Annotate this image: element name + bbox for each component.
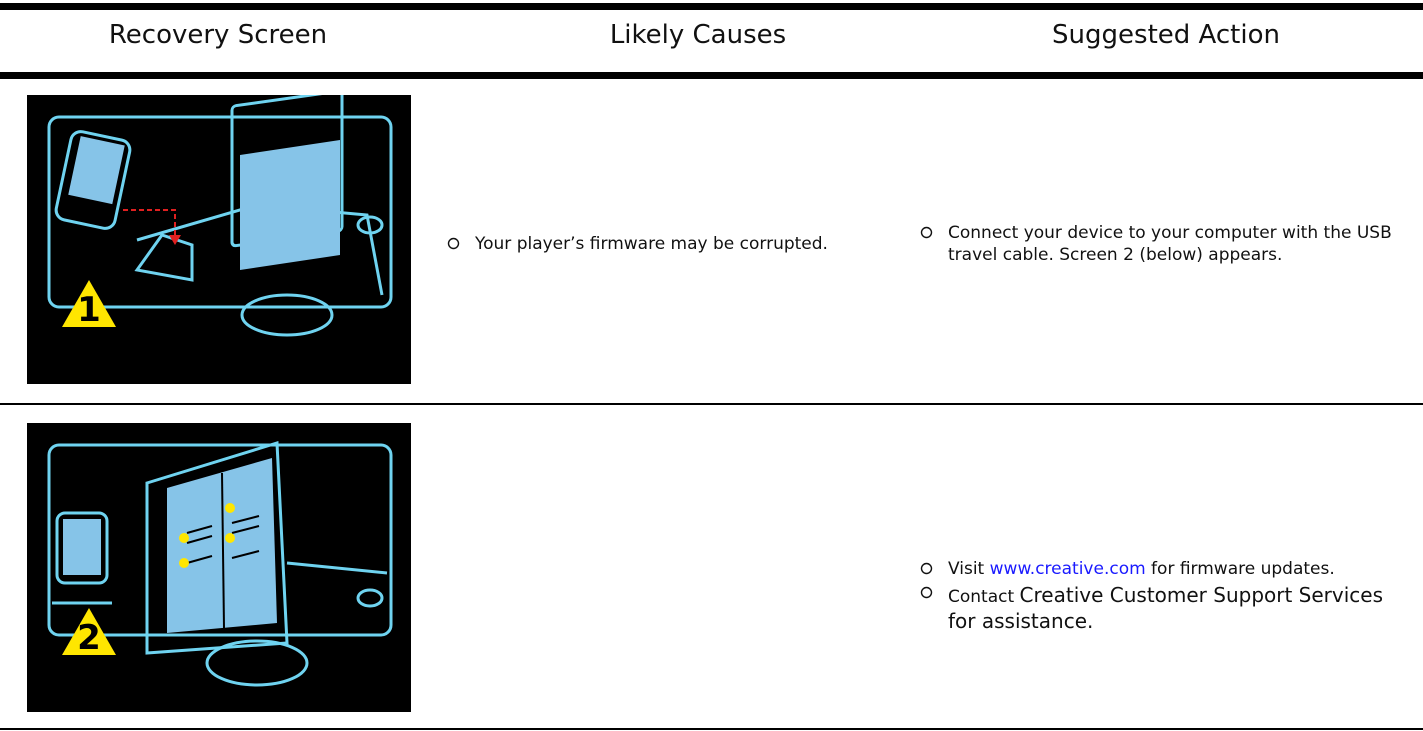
- action-text: Creative Customer Support Services for a…: [948, 583, 1384, 633]
- bullet: [920, 586, 933, 599]
- header-cell: Likely Causes: [609, 20, 787, 50]
- action-item: Connect your device to your computer wit…: [920, 222, 1400, 266]
- action-text: Connect your device to your computer wit…: [948, 223, 1392, 265]
- recovery-screen-image: 1: [27, 95, 411, 384]
- action-text: Contact: [948, 587, 1020, 607]
- top-rule: [0, 3, 1423, 10]
- header-cell: Suggested Action: [1052, 20, 1280, 50]
- bullet: [447, 237, 460, 250]
- bullet: [920, 226, 933, 239]
- screen-badge: 1: [77, 290, 101, 330]
- cause-text: Your player’s firmware may be corrupted.: [475, 234, 828, 254]
- bottom-rule: [0, 728, 1423, 730]
- link[interactable]: www.creative.com: [989, 559, 1146, 579]
- header-cell: Recovery Screen: [108, 20, 328, 50]
- bullet: [920, 562, 933, 575]
- actions-cell: Visit www.creative.com for firmware upda…: [920, 558, 1400, 636]
- recovery-screen-image: 2: [27, 423, 411, 712]
- screen-badge: 2: [77, 618, 101, 658]
- header-rule: [0, 72, 1423, 79]
- action-item: Visit www.creative.com for firmware upda…: [920, 558, 1400, 580]
- action-text: Visit: [948, 559, 990, 579]
- actions-cell: Connect your device to your computer wit…: [920, 222, 1400, 268]
- cause-item: Your player’s firmware may be corrupted.: [447, 233, 877, 255]
- causes-cell: Your player’s firmware may be corrupted.: [447, 233, 877, 257]
- action-text: for firmware updates.: [1145, 559, 1335, 579]
- action-item: Contact Creative Customer Support Servic…: [920, 582, 1400, 634]
- row-rule: [0, 403, 1423, 405]
